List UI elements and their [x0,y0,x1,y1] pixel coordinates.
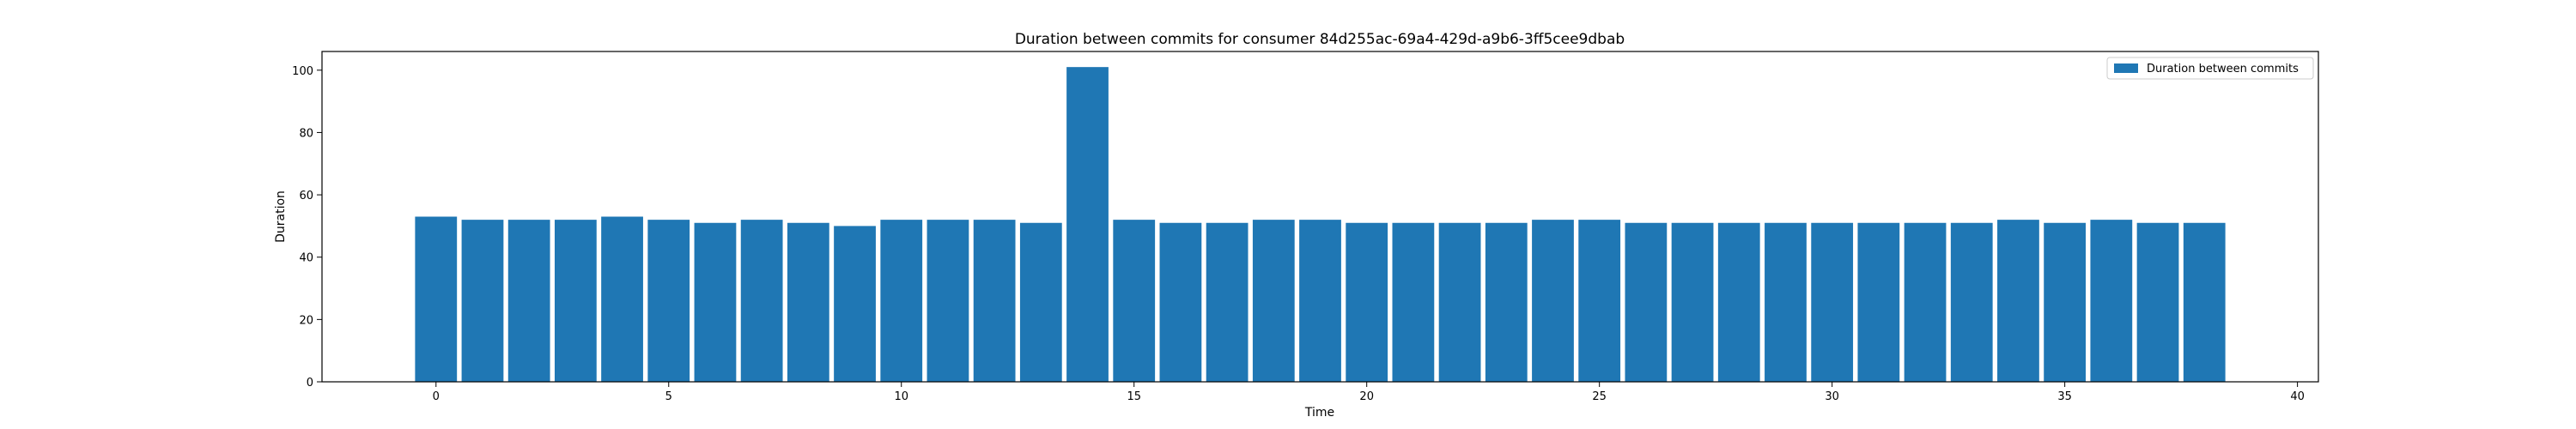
x-tick-label: 30 [1825,390,1839,403]
bar [1857,222,1900,382]
bar [1252,220,1295,382]
bar [1717,222,1760,382]
chart-title: Duration between commits for consumer 84… [1015,31,1625,48]
bar [1299,220,1341,382]
bar [2044,222,2087,382]
y-tick-label: 60 [299,190,313,202]
y-tick-label: 0 [307,377,313,390]
bar [880,220,923,382]
bar [973,220,1016,382]
x-tick-label: 15 [1127,390,1141,403]
bar [1159,222,1202,382]
bar [787,222,829,382]
x-tick-label: 5 [665,390,672,403]
x-tick-label: 40 [2290,390,2305,403]
bar [1671,222,1714,382]
y-axis-ticks: 0 20 40 60 80 100 [292,65,322,390]
bar [1346,222,1388,382]
y-tick-label: 100 [292,65,313,78]
bar [1625,222,1668,382]
bar [1113,220,1156,382]
bars-group [415,67,2226,382]
bar [1392,222,1435,382]
bar [461,220,504,382]
bar [1997,220,2039,382]
legend-swatch [2114,63,2138,73]
bar [1811,222,1854,382]
bar [1206,222,1249,382]
legend: Duration between commits [2106,57,2314,80]
y-tick-label: 40 [299,252,313,265]
bar [554,220,597,382]
y-axis-label: Duration [274,190,288,243]
legend-label: Duration between commits [2147,63,2299,76]
x-axis-label: Time [1304,406,1334,420]
bar [1578,220,1621,382]
bar [1765,222,1807,382]
x-tick-label: 20 [1359,390,1374,403]
y-tick-label: 20 [299,314,313,327]
x-axis-ticks: 0 5 10 15 20 25 30 35 40 [433,382,2305,403]
bar [740,220,783,382]
bar [1485,222,1528,382]
bar [2183,222,2226,382]
bar [2090,220,2133,382]
bar [1532,220,1574,382]
bar [694,222,737,382]
x-tick-label: 10 [894,390,908,403]
x-tick-label: 35 [2057,390,2072,403]
bar [647,220,690,382]
bar [927,220,969,382]
x-tick-label: 25 [1592,390,1607,403]
x-tick-label: 0 [433,390,440,403]
legend-box [2106,57,2314,80]
bar [601,216,643,382]
bar [1438,222,1481,382]
bar [1904,222,1947,382]
bar [1019,222,1062,382]
bar [1066,67,1109,382]
bar [1950,222,1993,382]
bar [834,226,876,382]
bar [2136,222,2179,382]
bar [415,216,458,382]
plot-frame [321,51,2319,383]
y-tick-label: 80 [299,127,313,140]
bar [507,220,550,382]
